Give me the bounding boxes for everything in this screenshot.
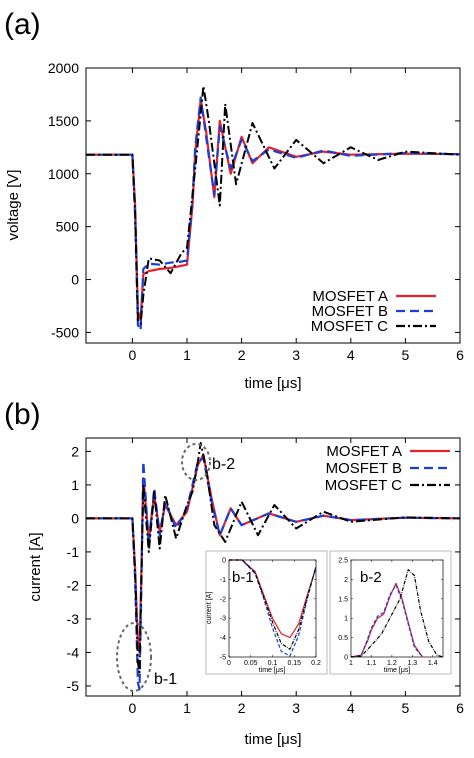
inset-b-2-x-tick-label-3: 1.3 xyxy=(407,660,417,667)
voltage-series-mosfet-b xyxy=(86,96,461,332)
inset-b-1-bg xyxy=(205,550,328,675)
inset-b-1-x-tick-label-2: 0.1 xyxy=(268,660,278,667)
inset-b-2-bg xyxy=(329,550,452,675)
voltage-x-tick-label-3: 3 xyxy=(292,347,300,363)
inset-b-2-series-mosfet-c xyxy=(350,569,444,658)
inset-b-1: 0 0.05 0.1 0.15 0.2 0 -1 -2 -3 -4 -5 b-1 time [μs]… xyxy=(205,550,328,675)
current-legend-label-mosfet-a: MOSFET A xyxy=(326,443,402,460)
inset-b-2-series xyxy=(350,569,444,658)
inset-b-2-series-mosfet-b xyxy=(350,584,424,658)
current-x-tick-label-0: 0 xyxy=(129,700,137,716)
inset-b-1-x-tick-label-0: 0 xyxy=(227,660,231,667)
inset-b-2-y-tick-label-2: 1 xyxy=(344,616,348,623)
inset-b-2-frame xyxy=(350,559,444,658)
inset-b-2-x-tick-label-4: 1.4 xyxy=(428,660,438,667)
inset-b-1-y-tick-label-0: 0 xyxy=(222,558,226,565)
voltage-y-tick-label-4: 1500 xyxy=(48,113,79,129)
voltage-series-mosfet-c xyxy=(86,85,461,325)
inset-b-2-x-axis-label: time [μs] xyxy=(384,667,411,674)
inset-b-1-y-tick-label-3: -3 xyxy=(220,616,226,623)
inset-b-1-x-tick-label-1: 0.05 xyxy=(244,660,258,667)
current-y-tick-label-0: -5 xyxy=(67,678,80,694)
voltage-x-tick-label-4: 4 xyxy=(347,347,355,363)
current-legend-label-mosfet-c: MOSFET C xyxy=(325,477,402,494)
inset-b-1-y-tick-label-1: -1 xyxy=(220,577,226,584)
voltage-y-tick-label-2: 500 xyxy=(56,219,80,235)
inset-b-2-y-tick-label-4: 2 xyxy=(344,577,348,584)
inset-b-1-y-tick-label-2: -2 xyxy=(220,596,226,603)
b-2-annotation: b-2 xyxy=(212,456,235,473)
current-y-tick-label-2: -3 xyxy=(67,611,80,627)
current-x-axis-label: time [μs] xyxy=(245,731,302,748)
inset-b-2-y-tick-label-1: 0.5 xyxy=(338,635,348,642)
current-x-tick-label-5: 5 xyxy=(402,700,410,716)
current-x-tick-label-3: 3 xyxy=(292,700,300,716)
current-series-mosfet-c xyxy=(86,442,461,674)
current-plot-frame xyxy=(85,437,461,697)
current-series-group xyxy=(86,442,461,691)
voltage-chart: (a) 0 1 2 3 4 5 6 -500 0 500 1000 1500 2000 time [μs… xyxy=(4,8,464,392)
inset-b-1-series xyxy=(229,559,317,657)
current-y-tick-label-6: 1 xyxy=(71,477,79,493)
inset-b-1-x-tick-label-4: 0.2 xyxy=(311,660,321,667)
voltage-y-axis-label: voltage [V] xyxy=(5,170,22,241)
inset-b-2-series-mosfet-a xyxy=(350,582,424,658)
voltage-legend-label-mosfet-c: MOSFET C xyxy=(311,318,388,335)
voltage-legend-label-mosfet-a: MOSFET A xyxy=(312,288,388,305)
current-y-tick-label-3: -2 xyxy=(67,577,80,593)
current-x-tick-label-1: 1 xyxy=(183,700,191,716)
inset-b-2-x-tick-label-1: 1.1 xyxy=(367,660,377,667)
inset-b-2-y-tick-label-5: 2.5 xyxy=(338,558,348,565)
inset-b-2-ticks: 1 1.1 1.2 1.3 1.4 0 0.5 1 1.5 2 2.5 xyxy=(338,558,443,667)
inset-b-1-y-tick-label-5: -5 xyxy=(220,655,226,662)
inset-b-2-x-tick-label-2: 1.2 xyxy=(387,660,397,667)
current-x-tick-label-2: 2 xyxy=(238,700,246,716)
inset-b-2-x-tick-label-0: 1 xyxy=(349,660,353,667)
voltage-series-group xyxy=(86,85,461,332)
inset-b-1-y-tick-label-4: -4 xyxy=(220,635,226,642)
inset-b-1-x-tick-label-3: 0.15 xyxy=(287,660,301,667)
inset-b-2: 1 1.1 1.2 1.3 1.4 0 0.5 1 1.5 2 2.5 b-2 time [μs] xyxy=(329,550,452,675)
current-y-tick-label-1: -4 xyxy=(67,644,80,660)
inset-b-2-title: b-2 xyxy=(360,569,382,586)
inset-b-2-y-tick-label-0: 0 xyxy=(344,655,348,662)
voltage-y-tick-label-0: -500 xyxy=(51,324,79,340)
voltage-x-tick-label-2: 2 xyxy=(238,347,246,363)
voltage-x-axis-label: time [μs] xyxy=(245,375,302,392)
inset-b-1-series-mosfet-c xyxy=(229,559,317,650)
current-y-tick-label-4: -1 xyxy=(67,544,80,560)
voltage-x-tick-label-5: 5 xyxy=(402,347,410,363)
inset-b-1-title: b-1 xyxy=(232,569,254,586)
current-legend-label-mosfet-b: MOSFET B xyxy=(326,460,402,477)
current-y-axis-label: current [A] xyxy=(27,532,44,601)
voltage-y-tick-label-3: 1000 xyxy=(48,166,79,182)
voltage-y-tick-label-5: 2000 xyxy=(48,60,79,76)
voltage-y-tick-label-1: 0 xyxy=(71,272,79,288)
inset-b-1-y-axis-label: current [A] xyxy=(206,592,213,624)
inset-b-2-y-tick-label-3: 1.5 xyxy=(338,596,348,603)
current-y-tick-label-5: 0 xyxy=(71,510,79,526)
inset-b-1-x-axis-label: time [μs] xyxy=(259,667,286,674)
voltage-x-tick-label-1: 1 xyxy=(183,347,191,363)
current-x-tick-label-6: 6 xyxy=(456,700,464,716)
voltage-plot-frame xyxy=(85,67,461,344)
voltage-x-tick-label-6: 6 xyxy=(456,347,464,363)
voltage-legend-label-mosfet-b: MOSFET B xyxy=(312,303,388,320)
voltage-ticks-group: 0 1 2 3 4 5 6 -500 0 500 1000 1500 2000 xyxy=(48,60,464,363)
current-x-tick-label-4: 4 xyxy=(347,700,355,716)
current-y-tick-label-7: 2 xyxy=(71,443,79,459)
voltage-x-tick-label-0: 0 xyxy=(129,347,137,363)
b-2-highlight-ellipse xyxy=(181,443,211,481)
panel-a-letter: (a) xyxy=(4,8,41,41)
b-1-highlight-ellipse xyxy=(116,622,152,692)
b-1-annotation: b-1 xyxy=(154,671,177,688)
panel-b-letter: (b) xyxy=(4,398,41,431)
inset-b-1-ticks: 0 0.05 0.1 0.15 0.2 0 -1 -2 -3 -4 -5 xyxy=(220,558,321,668)
